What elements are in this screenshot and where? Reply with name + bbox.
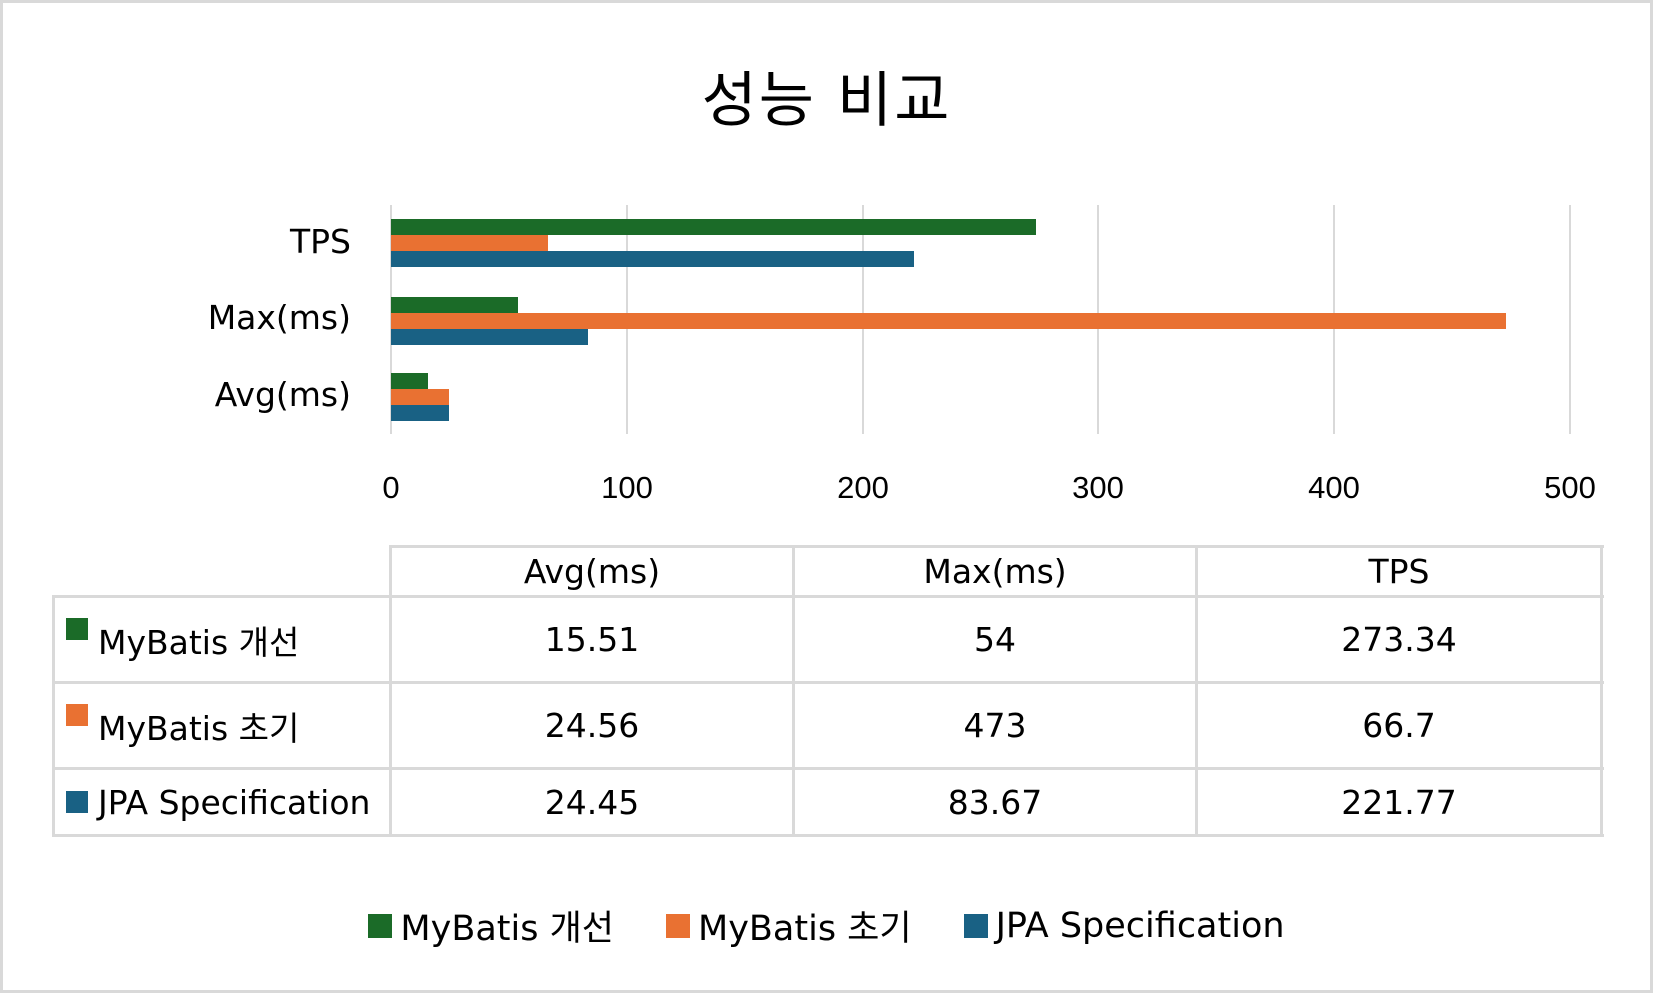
legend-item-mybatis-improved[interactable]: MyBatis 개선 <box>368 900 614 951</box>
table-border <box>1195 545 1198 837</box>
table-border <box>52 595 55 837</box>
x-tick-0: 0 <box>382 470 400 505</box>
chart-legend: MyBatis 개선 MyBatis 초기 JPA Specification <box>0 900 1653 951</box>
bar-tps-mybatis-initial[interactable] <box>391 235 549 251</box>
legend-item-mybatis-initial[interactable]: MyBatis 초기 <box>666 900 912 951</box>
x-tick-200: 200 <box>837 470 889 505</box>
legend-item-jpa-specification[interactable]: JPA Specification <box>963 905 1285 946</box>
bar-max-jpa-specification[interactable] <box>391 329 589 345</box>
table-cell: 24.56 <box>544 706 640 745</box>
x-tick-100: 100 <box>601 470 653 505</box>
plot-area: TPS Max(ms) Avg(ms) 0 100 200 300 400 50… <box>207 205 1596 505</box>
chart-title: 성능 비교 <box>701 66 952 136</box>
table-cell: 473 <box>963 706 1027 745</box>
legend-label: MyBatis 초기 <box>698 909 912 949</box>
x-tick-400: 400 <box>1308 470 1360 505</box>
category-label-max: Max(ms) <box>207 298 351 337</box>
bar-tps-mybatis-improved[interactable] <box>391 219 1036 235</box>
bar-avg-mybatis-improved[interactable] <box>391 373 428 389</box>
legend-label: JPA Specification <box>995 905 1285 946</box>
table-border <box>52 767 1604 770</box>
table-row-label: MyBatis 개선 <box>98 622 300 662</box>
series-swatch-orange-icon <box>66 704 88 726</box>
x-tick-500: 500 <box>1544 470 1596 505</box>
table-border <box>390 545 1604 548</box>
table-cell: 221.77 <box>1341 782 1457 822</box>
table-border <box>389 545 392 837</box>
table-row-label: JPA Specification <box>98 782 371 822</box>
legend-swatch-orange-icon <box>666 913 690 938</box>
series-swatch-blue-icon <box>66 791 88 813</box>
table-row-label-jpa-specification: JPA Specification <box>66 770 370 834</box>
legend-swatch-green-icon <box>368 913 393 938</box>
table-row-label: MyBatis 초기 <box>98 708 300 748</box>
gridline-500 <box>1569 205 1571 434</box>
table-row-label-mybatis-initial: MyBatis 초기 <box>66 684 299 767</box>
table-cell: 15.51 <box>544 620 640 659</box>
legend-swatch-blue-icon <box>963 913 988 938</box>
table-cell: 83.67 <box>947 782 1043 822</box>
table-cell: 54 <box>974 620 1016 659</box>
category-label-tps: TPS <box>289 222 351 261</box>
bar-tps-jpa-specification[interactable] <box>391 251 914 267</box>
table-header-avg: Avg(ms) <box>523 552 661 591</box>
table-header-tps: TPS <box>1368 552 1430 591</box>
table-row-label-mybatis-improved: MyBatis 개선 <box>66 598 299 681</box>
bar-avg-mybatis-initial[interactable] <box>391 389 449 405</box>
table-cell: 273.34 <box>1341 620 1457 659</box>
bar-avg-jpa-specification[interactable] <box>391 405 449 421</box>
category-label-avg: Avg(ms) <box>214 375 351 414</box>
x-tick-300: 300 <box>1072 470 1124 505</box>
bar-max-mybatis-improved[interactable] <box>391 297 519 313</box>
table-border <box>52 595 1604 598</box>
table-cell: 24.45 <box>544 782 640 822</box>
table-border <box>52 834 1604 837</box>
series-swatch-green-icon <box>66 618 88 640</box>
table-border <box>792 545 795 837</box>
table-header-max: Max(ms) <box>923 552 1067 591</box>
bar-max-mybatis-initial[interactable] <box>391 313 1507 329</box>
legend-label: MyBatis 개선 <box>400 909 614 949</box>
table-border <box>52 681 1604 684</box>
table-border <box>1600 545 1603 837</box>
table-cell: 66.7 <box>1362 706 1436 745</box>
